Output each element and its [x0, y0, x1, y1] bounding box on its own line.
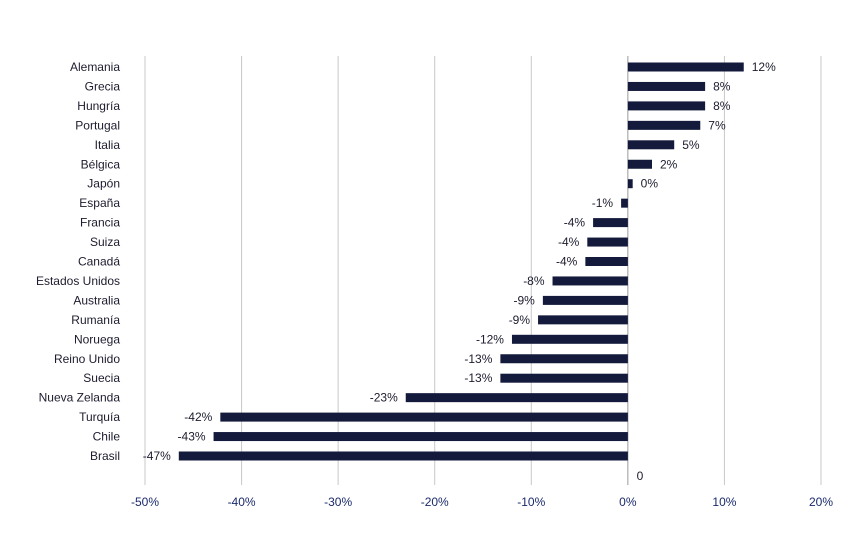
bar: [627, 140, 675, 150]
x-tick-label: -10%: [517, 495, 545, 509]
bar: [627, 101, 706, 111]
x-tick-label: 10%: [712, 495, 736, 509]
x-axis-tick-labels: -50% -40% -30% -20% -10% 0% 10% 20%: [131, 495, 833, 509]
bar: [621, 198, 628, 208]
data-label: -4%: [558, 235, 580, 249]
category-label: Suiza: [90, 235, 120, 249]
category-label: Bélgica: [81, 157, 121, 171]
bar: [627, 159, 652, 169]
category-label: Turquía: [79, 410, 120, 424]
data-label: 8%: [713, 99, 731, 113]
bar: [627, 179, 633, 189]
x-tick-label: -20%: [421, 495, 449, 509]
bar: [542, 295, 628, 305]
x-tick-label: 20%: [809, 495, 833, 509]
data-label: 5%: [682, 138, 700, 152]
category-label: Alemania: [70, 60, 120, 74]
category-label: España: [79, 196, 120, 210]
category-label: Grecia: [85, 79, 121, 93]
category-label: Italia: [95, 138, 121, 152]
bar: [213, 432, 628, 442]
category-labels: Alemania Grecia Hungría Portugal Italia Bélgi…: [36, 60, 120, 463]
bar: [552, 276, 628, 286]
data-label: -47%: [143, 449, 171, 463]
bar: [178, 451, 628, 461]
data-label: 8%: [713, 79, 731, 93]
data-label: -1%: [592, 196, 614, 210]
bar: [587, 237, 628, 247]
category-label: Canadá: [78, 255, 120, 269]
data-label: -4%: [564, 216, 586, 230]
data-label: -13%: [464, 352, 492, 366]
category-label: Noruega: [74, 332, 120, 346]
bar: [220, 412, 628, 422]
bar: [585, 257, 628, 266]
data-label: 0%: [641, 177, 659, 191]
category-label: Australia: [73, 293, 120, 307]
bar: [500, 373, 628, 383]
bars: [178, 62, 744, 461]
bar: [627, 62, 744, 72]
data-label: -4%: [556, 255, 578, 269]
category-label: Francia: [80, 216, 120, 230]
bar: [627, 81, 706, 91]
data-label: -8%: [523, 274, 545, 288]
bar: [500, 354, 628, 364]
data-label: -9%: [514, 293, 536, 307]
x-tick-label: 0%: [619, 495, 637, 509]
category-label: Rumanía: [71, 313, 120, 327]
data-label: -12%: [476, 332, 504, 346]
bar: [593, 218, 628, 228]
category-label: Portugal: [75, 118, 120, 132]
data-label: 12%: [752, 60, 776, 74]
category-label: Hungría: [77, 99, 120, 113]
data-label: -23%: [370, 391, 398, 405]
x-tick-label: -40%: [228, 495, 256, 509]
bar: [538, 315, 628, 325]
data-label: 7%: [708, 118, 726, 132]
category-label: Japón: [87, 177, 120, 191]
category-label: Suecia: [83, 371, 120, 385]
data-label: -9%: [509, 313, 531, 327]
x-tick-label: -50%: [131, 495, 159, 509]
data-label: -13%: [464, 371, 492, 385]
category-label: Estados Unidos: [36, 274, 120, 288]
bar: [405, 393, 628, 403]
category-label: Brasil: [90, 449, 120, 463]
category-label: Chile: [93, 430, 121, 444]
category-label: Reino Unido: [54, 352, 120, 366]
x-tick-label: -30%: [324, 495, 352, 509]
bar: [627, 120, 701, 130]
data-label: -42%: [184, 410, 212, 424]
data-label: 2%: [660, 157, 678, 171]
data-labels: 12% 8% 8% 7% 5% 2%0% -1% -4% -4% -4% -8% -9% -9% -12%…: [143, 60, 776, 463]
data-label: -43%: [178, 430, 206, 444]
category-label: Nueva Zelanda: [39, 391, 121, 405]
bar: [511, 334, 628, 344]
zero-annotation: 0: [637, 469, 644, 483]
